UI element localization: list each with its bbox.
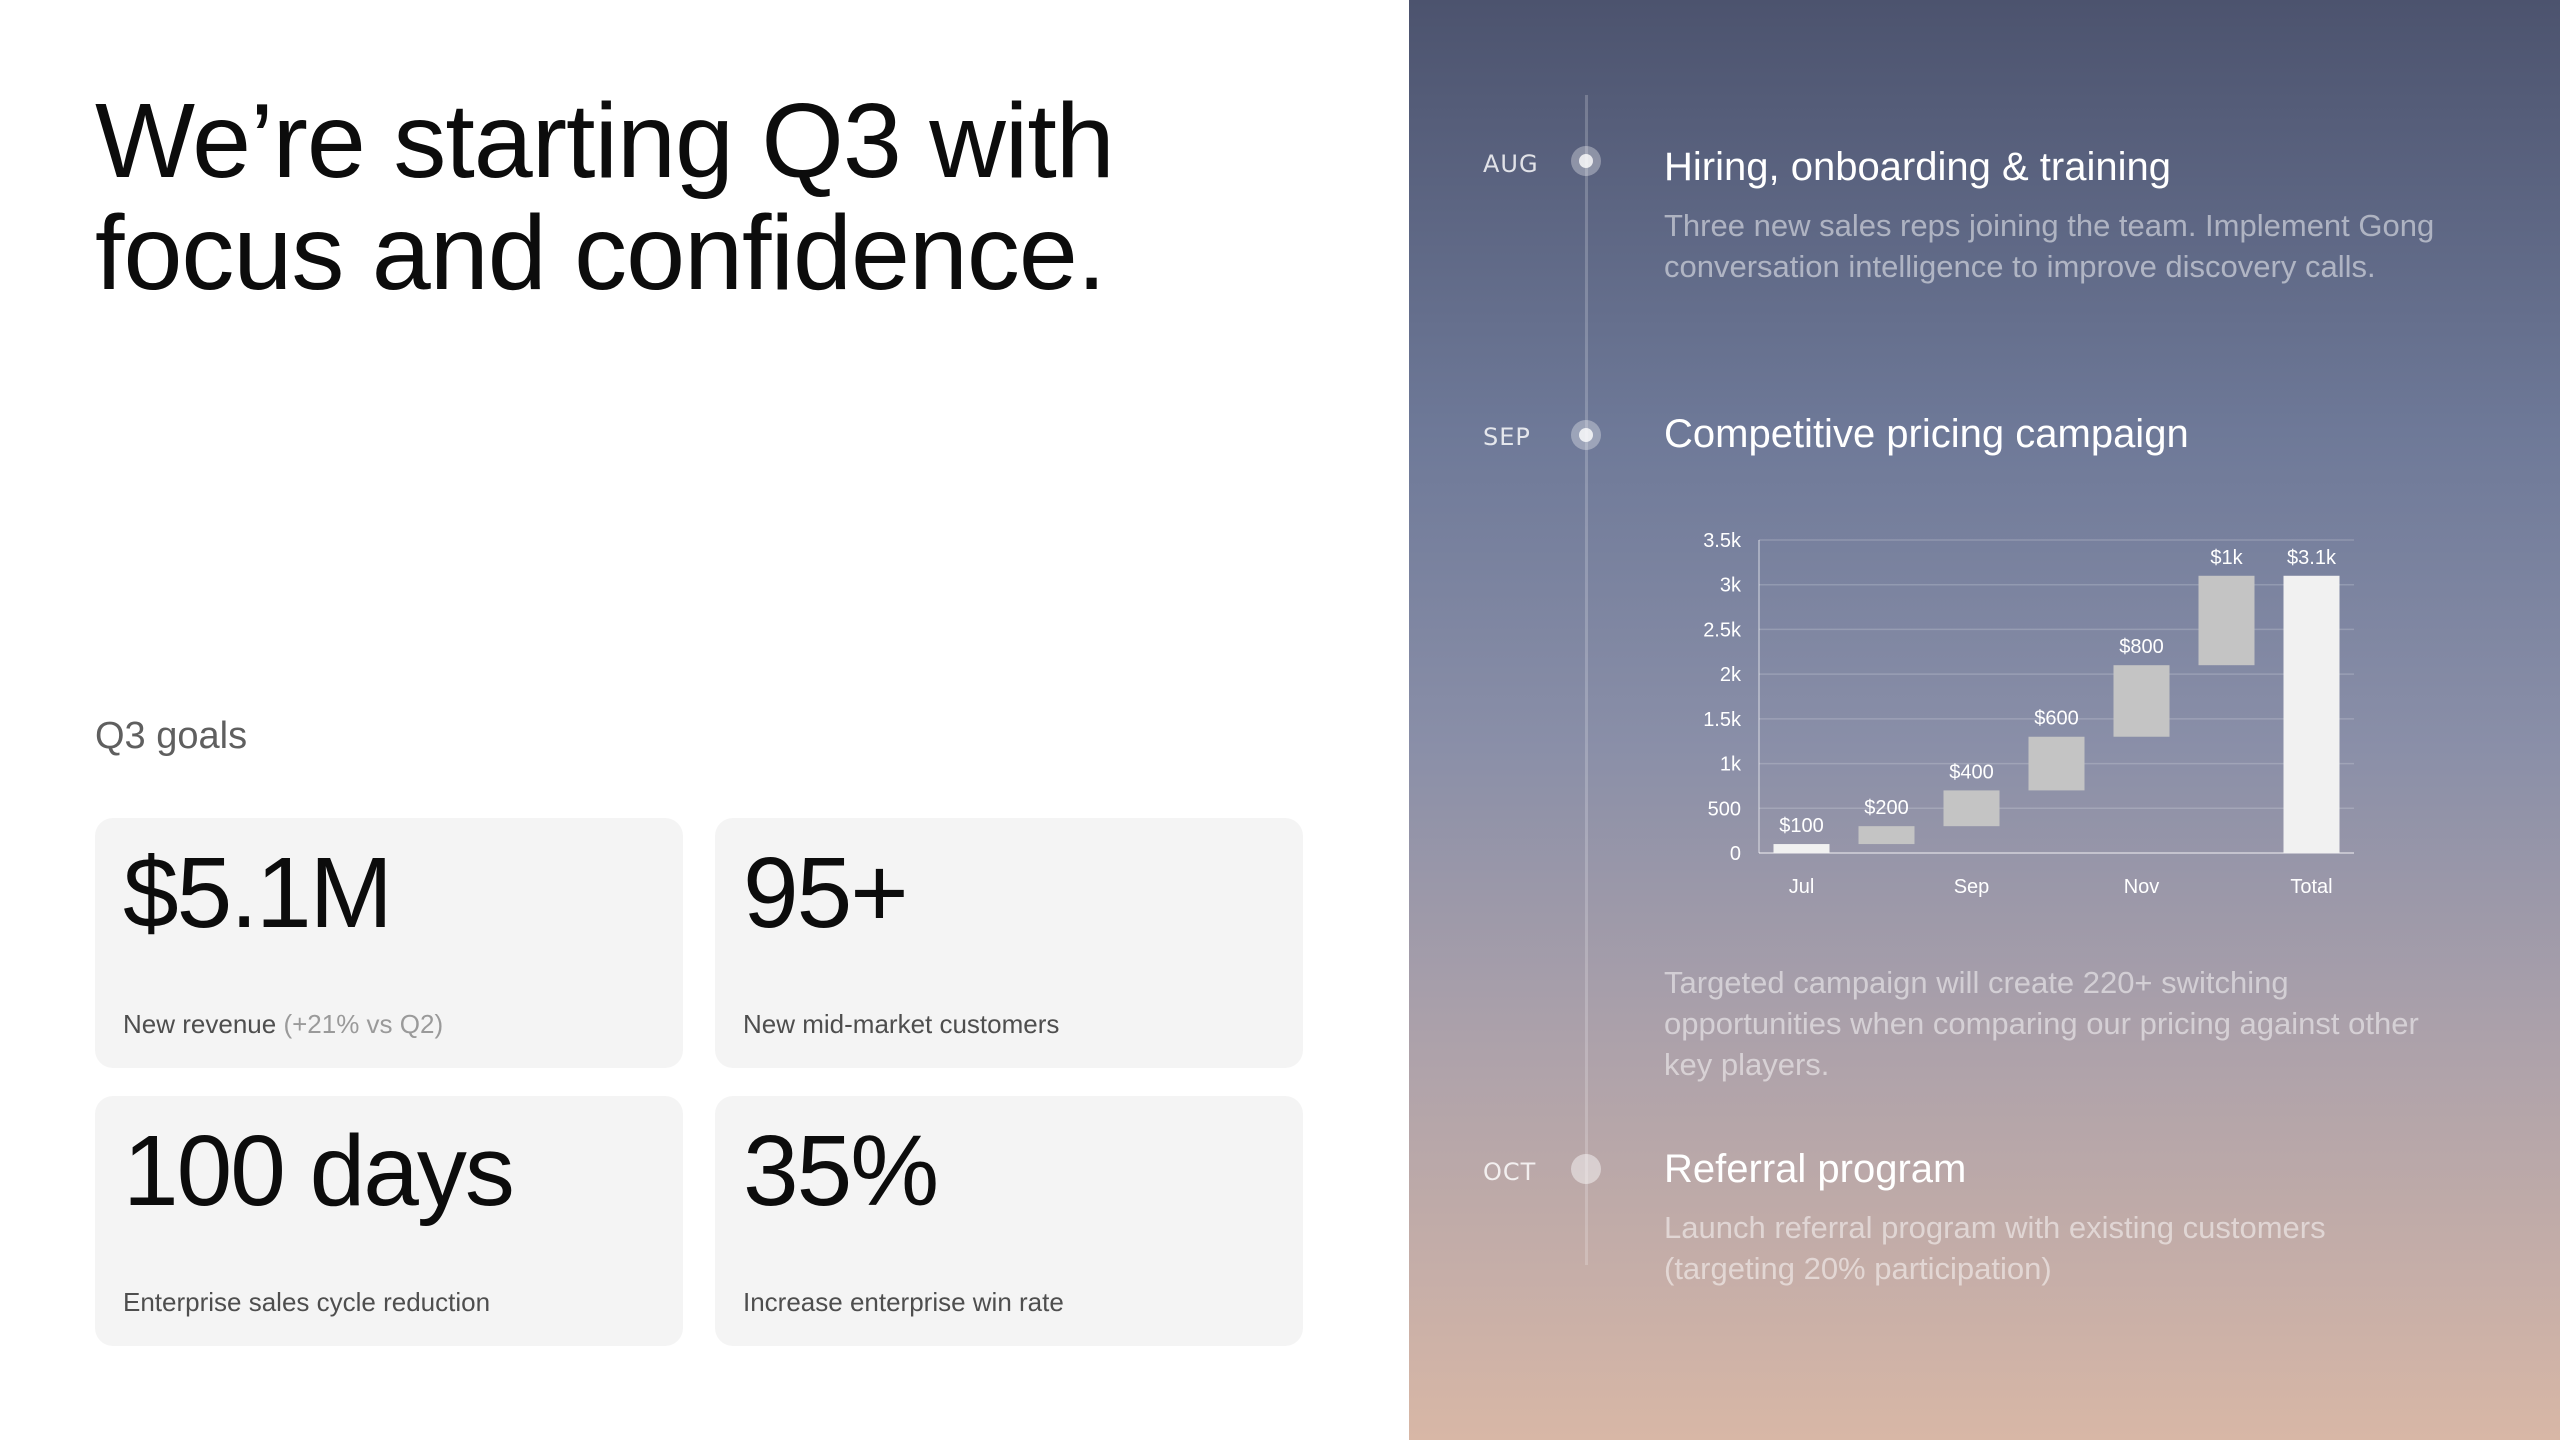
goals-section-label: Q3 goals bbox=[95, 715, 248, 757]
chart-x-tick-label: Nov bbox=[2124, 876, 2160, 898]
chart-data-label: $400 bbox=[1949, 761, 1994, 783]
timeline-desc-hiring: Three new sales reps joining the team. I… bbox=[1664, 208, 2435, 284]
timeline-line bbox=[1585, 95, 1588, 1265]
goal-value: 100 days bbox=[123, 1115, 515, 1227]
chart-y-tick-label: 3k bbox=[1720, 575, 1742, 597]
timeline-marker bbox=[1571, 1154, 1601, 1184]
timeline-panel: AUG Hiring, onboarding & training Three … bbox=[1409, 0, 2560, 1440]
timeline-title-referral: Referral program bbox=[1664, 1147, 1967, 1191]
timeline-month-sep: SEP bbox=[1483, 423, 1531, 451]
chart-bar bbox=[2283, 575, 2340, 853]
timeline-month-aug: AUG bbox=[1483, 150, 1539, 178]
page-headline: We’re starting Q3 with focus and confide… bbox=[95, 82, 1115, 312]
chart-y-tick-label: 2k bbox=[1720, 664, 1742, 686]
waterfall-chart: 0 500 1k 1.5k 2k 2.5k 3k 3.5k $100 Jul $200 $400 Sep… bbox=[1669, 515, 2369, 910]
chart-x-tick-label: Jul bbox=[1789, 876, 1815, 898]
goal-description: Increase enterprise win rate bbox=[743, 1287, 1064, 1317]
goal-description-text: New revenue bbox=[123, 1009, 277, 1039]
chart-bar bbox=[2113, 665, 2170, 737]
chart-data-label: $800 bbox=[2119, 636, 2164, 658]
chart-data-label: $3.1k bbox=[2287, 547, 2337, 569]
goal-description: New mid-market customers bbox=[743, 1009, 1060, 1039]
chart-x-tick-label: Total bbox=[2290, 876, 2332, 898]
goal-value: 95+ bbox=[743, 837, 909, 949]
goal-card-sales-cycle: 100 days Enterprise sales cycle reductio… bbox=[95, 1096, 683, 1346]
chart-bar bbox=[1858, 826, 1915, 845]
chart-bar bbox=[2198, 575, 2255, 666]
chart-data-label: $100 bbox=[1779, 815, 1824, 837]
timeline-marker bbox=[1571, 420, 1601, 450]
chart-y-tick-label: 1.5k bbox=[1703, 709, 1742, 731]
goals-panel: We’re starting Q3 with focus and confide… bbox=[95, 82, 1303, 1346]
chart-bar bbox=[2028, 736, 2085, 791]
chart-data-label: $200 bbox=[1864, 797, 1909, 819]
timeline-month-oct: OCT bbox=[1483, 1158, 1537, 1186]
goal-card-customers: 95+ New mid-market customers bbox=[715, 818, 1303, 1068]
goal-description-note: (+21% vs Q2) bbox=[283, 1009, 444, 1039]
timeline-desc-pricing: Targeted campaign will create 220+ switc… bbox=[1664, 965, 2419, 1082]
chart-bar bbox=[1773, 844, 1830, 853]
chart-x-tick-label: Sep bbox=[1954, 876, 1990, 898]
timeline-title-pricing: Competitive pricing campaign bbox=[1664, 412, 2189, 456]
waterfall-chart-svg: 0 500 1k 1.5k 2k 2.5k 3k 3.5k $100 Jul $200 $400 Sep… bbox=[1703, 530, 2354, 898]
chart-data-label: $600 bbox=[2034, 708, 2079, 730]
goal-value: $5.1M bbox=[123, 837, 393, 949]
chart-bar bbox=[1943, 790, 2000, 827]
chart-y-tick-label: 2.5k bbox=[1703, 619, 1742, 641]
chart-y-tick-label: 500 bbox=[1708, 798, 1741, 820]
timeline-desc-referral: Launch referral program with existing cu… bbox=[1664, 1210, 2326, 1286]
goal-description: Enterprise sales cycle reduction bbox=[123, 1287, 491, 1317]
goal-card-revenue: $5.1M New revenue (+21% vs Q2) bbox=[95, 818, 683, 1068]
goal-value: 35% bbox=[743, 1115, 939, 1227]
chart-y-tick-label: 0 bbox=[1730, 843, 1741, 865]
chart-y-tick-label: 3.5k bbox=[1703, 530, 1742, 552]
goal-card-win-rate: 35% Increase enterprise win rate bbox=[715, 1096, 1303, 1346]
chart-y-tick-label: 1k bbox=[1720, 754, 1742, 776]
chart-data-label: $1k bbox=[2210, 547, 2243, 569]
timeline-marker bbox=[1571, 146, 1601, 176]
timeline-title-hiring: Hiring, onboarding & training bbox=[1664, 145, 2171, 189]
goal-description: New revenue (+21% vs Q2) bbox=[123, 1009, 443, 1040]
